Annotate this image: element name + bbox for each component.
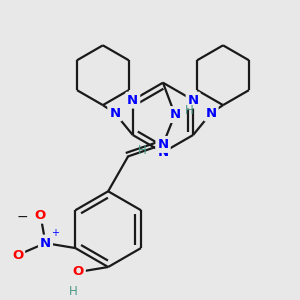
Text: N: N <box>158 146 169 159</box>
Text: N: N <box>127 94 138 106</box>
Text: H: H <box>138 144 146 157</box>
Text: N: N <box>188 94 199 106</box>
Text: O: O <box>73 266 84 278</box>
Text: N: N <box>40 237 51 250</box>
Text: N: N <box>169 108 181 121</box>
Text: −: − <box>17 210 28 224</box>
Text: N: N <box>109 106 120 120</box>
Text: N: N <box>158 138 169 151</box>
Text: N: N <box>206 106 217 120</box>
Text: O: O <box>35 209 46 222</box>
Text: H: H <box>184 104 193 117</box>
Text: +: + <box>51 228 59 238</box>
Text: O: O <box>12 249 23 262</box>
Text: H: H <box>69 285 78 298</box>
